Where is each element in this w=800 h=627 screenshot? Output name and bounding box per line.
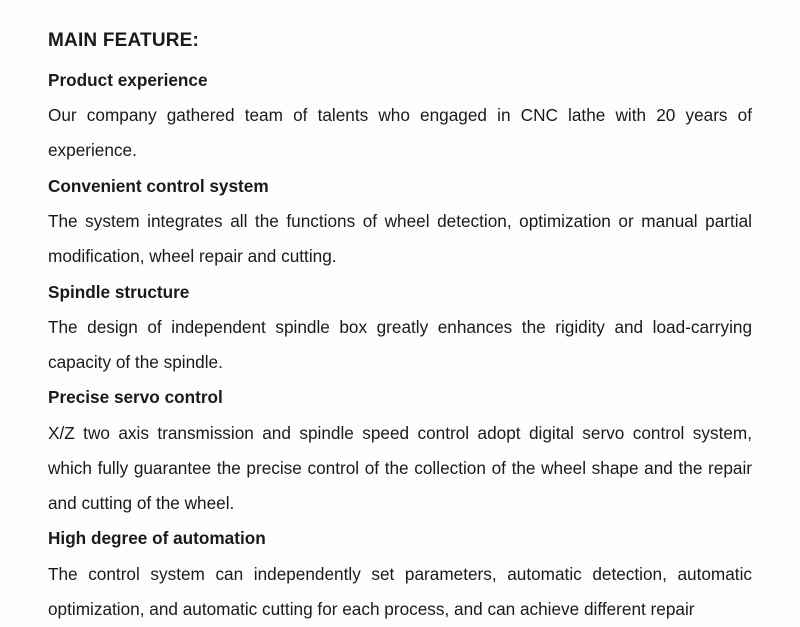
section-heading: Convenient control system (48, 169, 752, 204)
section-heading: Precise servo control (48, 380, 752, 415)
section-body: The design of independent spindle box gr… (48, 310, 752, 381)
section-heading: Product experience (48, 63, 752, 98)
section-body: Our company gathered team of talents who… (48, 98, 752, 169)
main-feature-title: MAIN FEATURE: (48, 22, 752, 61)
section-body: The control system can independently set… (48, 557, 752, 627)
section-heading: Spindle structure (48, 275, 752, 310)
section-body: The system integrates all the functions … (48, 204, 752, 275)
section-body: X/Z two axis transmission and spindle sp… (48, 416, 752, 522)
section-heading: High degree of automation (48, 521, 752, 556)
